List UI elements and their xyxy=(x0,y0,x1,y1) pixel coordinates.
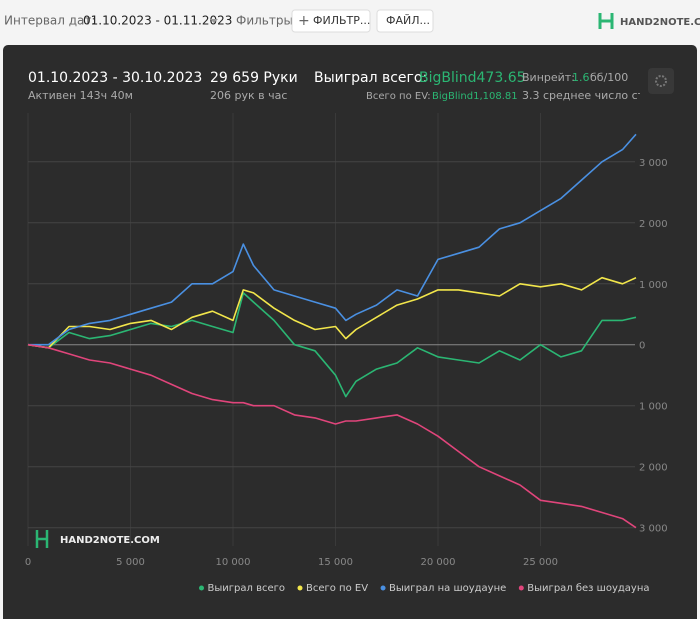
hands-per-hour: 206 рук в час xyxy=(210,89,287,102)
x-tick-label: 5 000 xyxy=(116,557,145,568)
legend-label: Выиграл без шоудауна xyxy=(527,583,649,594)
ev-label: Всего по EV: xyxy=(366,91,431,102)
legend-label: Всего по EV xyxy=(306,583,368,594)
y-tick-label: 3 000 xyxy=(639,158,668,169)
x-tick-label: 25 000 xyxy=(523,557,558,568)
legend-item[interactable]: Всего по EV xyxy=(297,583,368,594)
winrate-unit: бб/100 xyxy=(590,71,628,84)
legend-dot xyxy=(380,585,386,591)
y-tick-label: 2 000 xyxy=(639,463,668,474)
series-line xyxy=(27,276,637,349)
legend-dot xyxy=(199,585,205,591)
file-button-label[interactable]: ФАЙЛ... xyxy=(386,14,430,27)
settings-icon[interactable] xyxy=(655,75,667,87)
filters-label: Фильтры: xyxy=(236,14,297,28)
chart-panel xyxy=(3,45,697,619)
date-label: Интервал дат: xyxy=(4,14,95,28)
y-tick-label: 3 000 xyxy=(639,524,668,535)
watermark-icon xyxy=(35,530,49,548)
hands: 29 659 Руки xyxy=(210,70,298,86)
series-line xyxy=(27,292,637,398)
filter-button-label[interactable]: ФИЛЬТР... xyxy=(313,14,370,27)
avg-tables: 3.3 среднее число стол xyxy=(522,89,658,102)
x-tick-label: 10 000 xyxy=(216,557,251,568)
legend-label: Выиграл на шоудауне xyxy=(389,583,506,594)
y-tick-label: 1 000 xyxy=(639,280,668,291)
legend-dot xyxy=(518,585,524,591)
plus-icon: + xyxy=(298,13,310,29)
winrate-value: 1.6 xyxy=(572,71,590,84)
winrate-label: Винрейт: xyxy=(522,71,575,84)
plot: 0 5 000 10 000 15 000 20 000 25 000 3 000 2 000… xyxy=(25,113,668,568)
logo-icon xyxy=(598,13,614,29)
y-tick-label: 0 xyxy=(639,341,645,352)
legend: Выиграл всего Всего по EV Выиграл на шоуда… xyxy=(199,583,649,594)
watermark: HAND2NOTE.COM xyxy=(60,535,160,546)
filter-button[interactable] xyxy=(291,9,371,33)
legend-item[interactable]: Выиграл без шоудауна xyxy=(518,583,650,594)
legend-item[interactable]: Выиграл всего xyxy=(199,583,285,594)
legend-label: Выиграл всего xyxy=(208,583,285,594)
x-tick-label: 20 000 xyxy=(421,557,456,568)
x-tick-label: 0 xyxy=(25,557,31,568)
y-tick-label: 1 000 xyxy=(639,402,668,413)
legend-dot xyxy=(297,585,303,591)
y-tick-label: 2 000 xyxy=(639,219,668,230)
legend-item[interactable]: Выиграл на шоудауне xyxy=(380,583,507,594)
settings-button[interactable] xyxy=(648,68,674,94)
won-label: Выиграл всего: xyxy=(314,70,427,86)
logo: HAND2NOTE.COM xyxy=(620,17,700,28)
ev-value: BigBlind1,108.81 xyxy=(432,91,518,102)
active-time: Активен 143ч 40м xyxy=(28,89,133,102)
series-line xyxy=(27,343,637,529)
file-button[interactable] xyxy=(376,9,434,33)
won-value: BigBlind473.65 xyxy=(419,70,526,86)
series-line xyxy=(28,133,637,346)
x-tick-label: 15 000 xyxy=(318,557,353,568)
dropdown-arrow[interactable] xyxy=(210,19,218,23)
period: 01.10.2023 - 30.10.2023 xyxy=(28,70,202,86)
date-range[interactable]: 01.10.2023 - 01.11.2023 xyxy=(83,14,232,28)
